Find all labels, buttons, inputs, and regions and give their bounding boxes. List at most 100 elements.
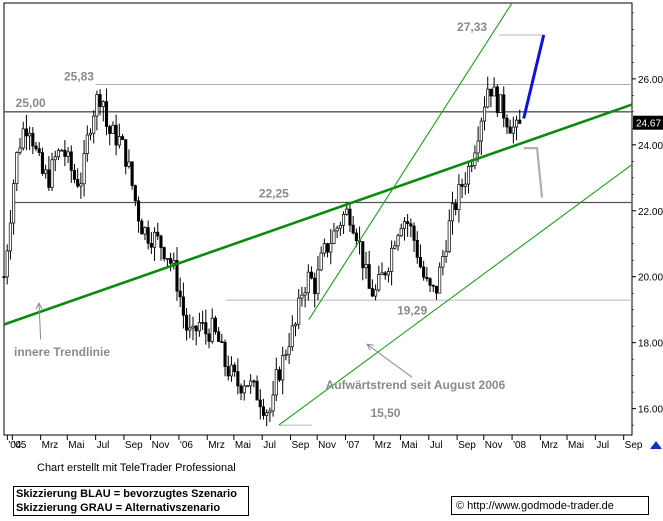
annotation-inner-trendline: innere Trendlinie: [14, 345, 110, 359]
candle-body: [271, 394, 275, 412]
candle-body: [159, 235, 163, 248]
candle-body: [450, 203, 455, 222]
candle-body: [127, 161, 131, 167]
candle-body: [303, 292, 307, 296]
candle-body: [21, 128, 25, 149]
candle-body: [422, 266, 426, 278]
candle-body: [402, 221, 406, 229]
candle-body: [31, 132, 35, 147]
candle-body: [56, 149, 61, 158]
candle-body: [37, 148, 41, 153]
candle-body: [245, 385, 250, 388]
candle-body: [332, 230, 336, 244]
candle-body: [136, 200, 141, 222]
candle-body: [79, 183, 83, 187]
candle-body: [85, 134, 89, 154]
candle-body: [466, 166, 471, 185]
annotation-uptrend: Aufwärtstrend seit August 2006: [326, 378, 506, 392]
candle-body: [316, 269, 320, 295]
candle-body: [5, 250, 9, 278]
candle-body: [117, 136, 121, 146]
x-tick-label: Mrz: [208, 440, 225, 451]
candle-body: [265, 412, 269, 416]
candle-body: [476, 140, 480, 154]
candle-body: [277, 369, 282, 381]
candle-body: [169, 258, 173, 264]
candle-body: [354, 232, 358, 242]
candle-body: [133, 185, 137, 202]
candle-body: [348, 208, 352, 226]
candle-body: [415, 240, 419, 258]
candle-body: [72, 170, 77, 180]
scenario-alternative: [523, 146, 544, 198]
candle-body: [120, 136, 125, 140]
y-tick-label: 22.00: [638, 207, 663, 218]
candle-body: [351, 224, 355, 234]
candle-body: [428, 278, 432, 286]
candle-body: [287, 346, 291, 356]
level-label: 15,50: [370, 406, 400, 420]
x-tick-label: Jul: [263, 440, 276, 451]
annotation-arrowhead: [366, 343, 375, 351]
x-tick-label: Mrz: [541, 440, 558, 451]
copyright-icon: ©: [456, 500, 465, 512]
candle-body: [226, 366, 230, 377]
plot-area: [3, 2, 633, 436]
x-tick-label: '07: [346, 440, 359, 451]
current-price-label: 24.67: [636, 119, 661, 130]
candle-body: [502, 94, 506, 119]
candle-body: [370, 288, 374, 297]
x-tick-label: Nov: [152, 440, 170, 451]
candle-body: [329, 243, 333, 253]
candle-body: [98, 94, 102, 108]
x-tick-label: '08: [513, 440, 526, 451]
candle-body: [361, 241, 365, 269]
candle-body: [380, 272, 384, 275]
candle-body: [297, 297, 301, 325]
x-tick-label: Sep: [458, 440, 476, 451]
x-tick-label: Nov: [318, 440, 336, 451]
x-tick-label: Mai: [401, 440, 417, 451]
candle-body: [281, 355, 285, 381]
candle-body: [505, 117, 509, 128]
candle-body: [210, 317, 214, 342]
candle-body: [24, 128, 28, 137]
candle-body: [101, 101, 105, 108]
candle-body: [508, 126, 512, 134]
legend-blue: Skizzierung BLAU = bevorzugtes Szenario: [16, 488, 237, 500]
legend-grey: Skizzierung GRAU = Alternativszenario: [16, 502, 221, 514]
candle-body: [252, 380, 256, 383]
candle-body: [111, 124, 115, 134]
candle-body: [95, 94, 99, 117]
candle-body: [406, 221, 410, 225]
x-tick-label: Mrz: [42, 440, 59, 451]
candle-body: [489, 88, 493, 97]
candle-body: [156, 231, 160, 237]
candle-body: [377, 274, 381, 291]
candle-body: [470, 165, 474, 167]
candle-body: [47, 169, 51, 188]
candle-body: [300, 294, 304, 299]
source-url[interactable]: http://www.godmode-trader.de: [467, 500, 614, 512]
candle-body: [268, 410, 272, 414]
candle-body: [383, 272, 387, 276]
candle-body: [486, 88, 490, 108]
candle-body: [239, 385, 243, 394]
candle-body: [104, 101, 109, 127]
candle-body: [229, 364, 233, 377]
candle-body: [498, 94, 503, 113]
candle-body: [213, 317, 217, 333]
candle-body: [76, 179, 80, 187]
current-price-tag: [633, 115, 663, 130]
x-tick-label: Mai: [235, 440, 251, 451]
source-url-box[interactable]: © http://www.godmode-trader.de: [451, 496, 649, 515]
candle-body: [50, 159, 54, 188]
candle-body: [175, 260, 179, 292]
candle-body: [236, 371, 240, 387]
candle-body: [431, 284, 435, 287]
candle-body: [188, 327, 192, 331]
candle-body: [242, 385, 246, 394]
candle-body: [197, 322, 201, 332]
candle-body: [130, 161, 134, 186]
candle-body: [444, 251, 448, 257]
